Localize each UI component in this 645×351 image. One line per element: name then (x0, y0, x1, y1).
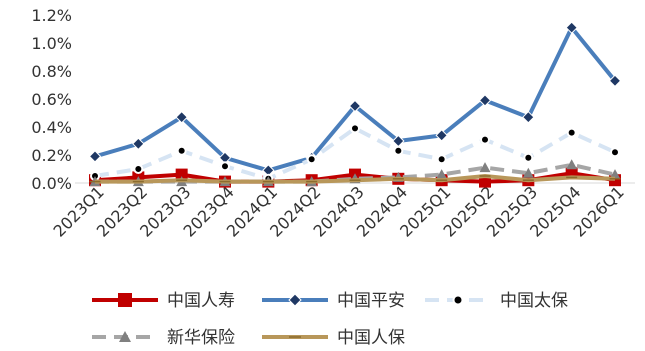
data-point (479, 162, 491, 173)
data-point (176, 145, 187, 156)
data-point (132, 137, 145, 151)
legend-item: 中国人保 (262, 328, 405, 348)
data-point (566, 127, 577, 138)
legend-label: 中国太保 (500, 291, 568, 311)
series-2 (88, 21, 622, 177)
y-tick-label: 1.0% (31, 34, 72, 53)
data-point (480, 134, 490, 145)
data-point (436, 154, 447, 165)
data-point (479, 175, 491, 188)
legend-item: 新华保险 (92, 328, 235, 348)
data-point (522, 110, 535, 124)
y-tick-label: 0.4% (31, 118, 72, 137)
series-layer (88, 21, 622, 188)
y-tick-label: 0.2% (31, 146, 72, 165)
data-point (435, 129, 448, 142)
legend-label: 中国人寿 (167, 291, 235, 311)
data-point (288, 293, 302, 307)
y-tick-label: 1.2% (31, 6, 72, 25)
data-point (565, 21, 578, 34)
series-line (94, 25, 617, 173)
y-tick-label: 0.6% (31, 90, 72, 109)
data-point (608, 74, 622, 88)
data-point (522, 167, 534, 178)
data-point (133, 164, 144, 174)
data-point (609, 169, 621, 180)
data-point (523, 152, 534, 163)
data-point (306, 154, 317, 165)
legend-item: 中国太保 (425, 291, 568, 311)
data-point (393, 145, 404, 156)
legend-label: 新华保险 (167, 328, 235, 348)
data-point (350, 123, 360, 134)
data-point (436, 169, 448, 180)
series-3 (90, 123, 620, 184)
data-point (118, 293, 132, 307)
data-point (175, 110, 188, 124)
legend-item: 中国人寿 (92, 291, 235, 311)
data-point (478, 94, 492, 107)
series-5 (89, 174, 621, 184)
data-point (566, 159, 578, 170)
legend-label: 中国人保 (337, 328, 405, 348)
axes: 0.0%0.2%0.4%0.6%0.8%1.0%1.2%2023Q12023Q2… (31, 6, 635, 241)
data-point (119, 331, 131, 342)
y-tick-label: 0.8% (31, 62, 72, 81)
data-point (220, 161, 230, 172)
data-point (610, 147, 620, 158)
legend-label: 中国平安 (337, 291, 405, 311)
data-point (175, 168, 188, 181)
data-point (88, 150, 102, 163)
y-tick-label: 0.0% (31, 174, 72, 193)
legend-item: 中国平安 (262, 291, 405, 311)
data-point (348, 99, 362, 113)
data-point (452, 294, 464, 306)
